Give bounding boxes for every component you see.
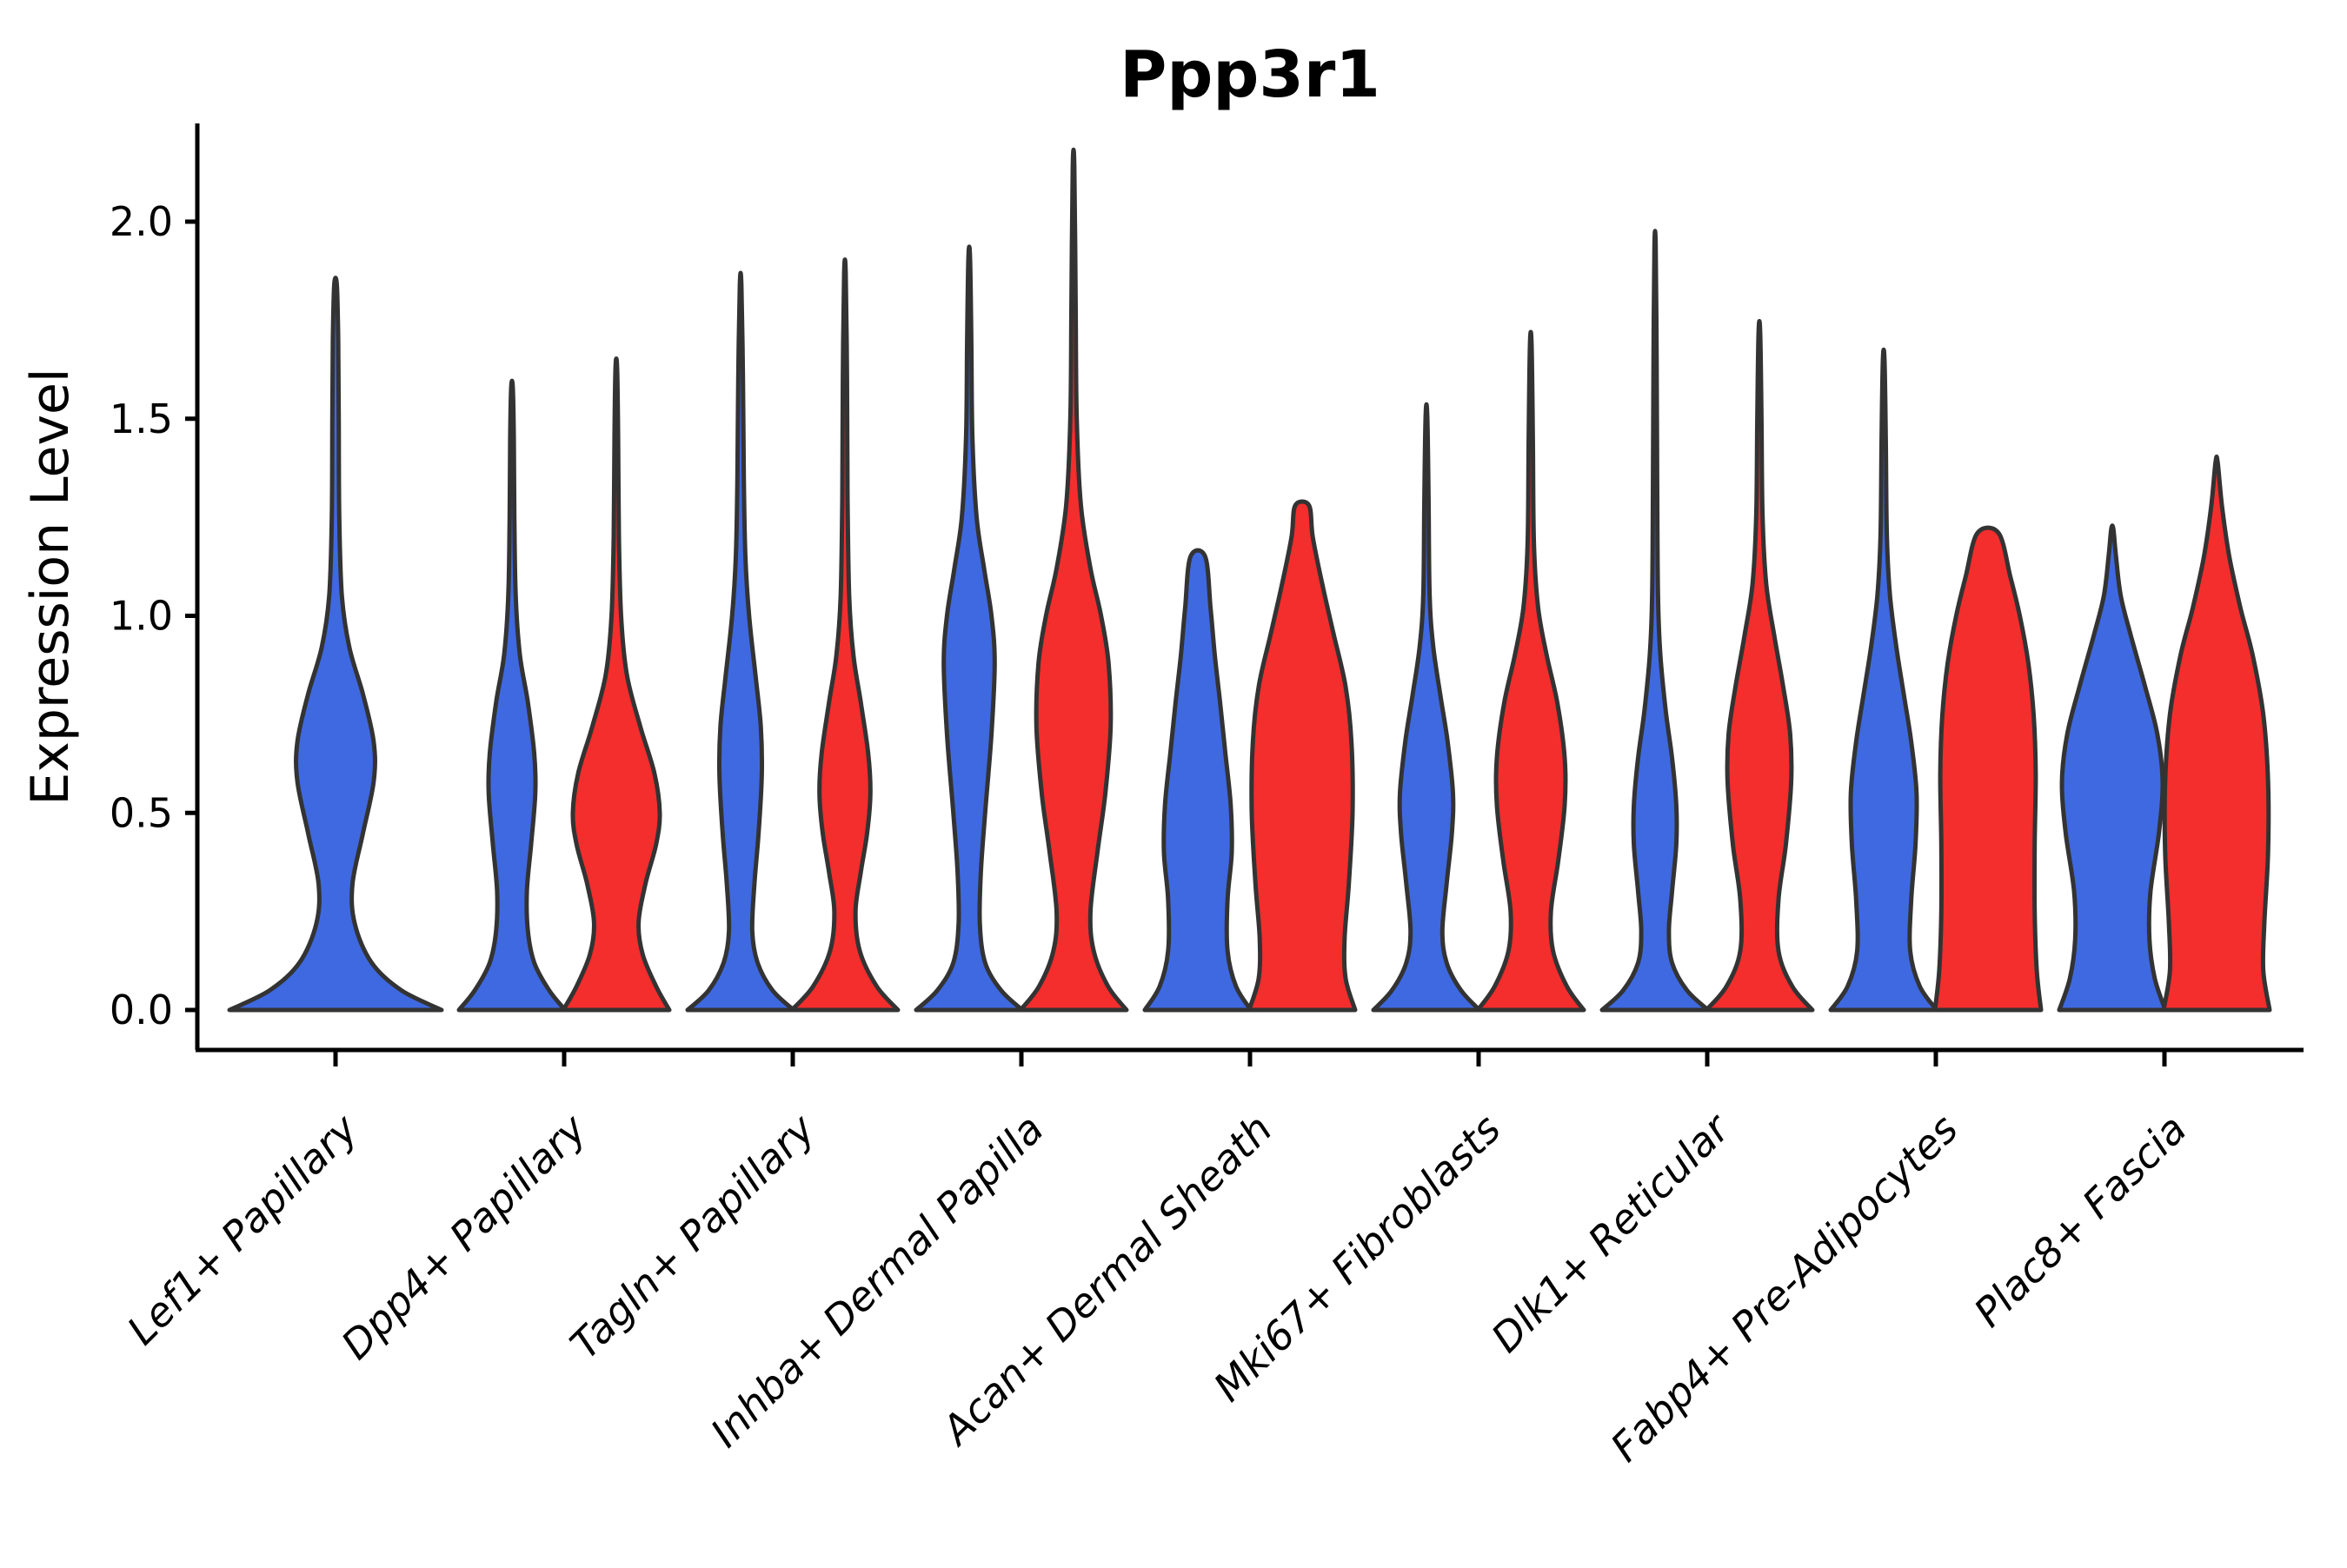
chart-title: Ppp3r1 xyxy=(1120,37,1380,112)
violin-8-red xyxy=(2161,454,2272,1013)
violin-1-blue xyxy=(456,378,568,1013)
violin-8-blue xyxy=(2057,523,2168,1013)
violin-4-blue xyxy=(1142,548,1253,1013)
y-tick-label-0: 0.0 xyxy=(110,987,173,1033)
violin-layer xyxy=(227,147,2272,1013)
violin-7-blue xyxy=(1828,347,1939,1013)
y-tick-label-3: 1.5 xyxy=(110,395,173,442)
violin-5-red xyxy=(1475,329,1586,1013)
y-tick-layer: 0.0 0.5 1.0 1.5 2.0 xyxy=(110,198,197,1033)
violin-7-red xyxy=(1932,525,2044,1013)
violin-4-red xyxy=(1247,499,1358,1013)
y-tick-label-4: 2.0 xyxy=(110,198,173,245)
violin-0-blue xyxy=(227,276,444,1013)
y-axis-label: Expression Level xyxy=(20,368,81,805)
violin-6-red xyxy=(1704,319,1815,1013)
violin-5-blue xyxy=(1371,402,1482,1013)
violin-3-blue xyxy=(914,244,1025,1013)
violin-1-red xyxy=(561,356,672,1013)
violin-6-blue xyxy=(1599,229,1711,1013)
violin-3-red xyxy=(1018,147,1129,1013)
y-tick-label-1: 0.5 xyxy=(110,789,173,836)
violin-2-blue xyxy=(685,270,796,1013)
violin-2-red xyxy=(789,257,901,1013)
y-tick-label-2: 1.0 xyxy=(110,593,173,640)
